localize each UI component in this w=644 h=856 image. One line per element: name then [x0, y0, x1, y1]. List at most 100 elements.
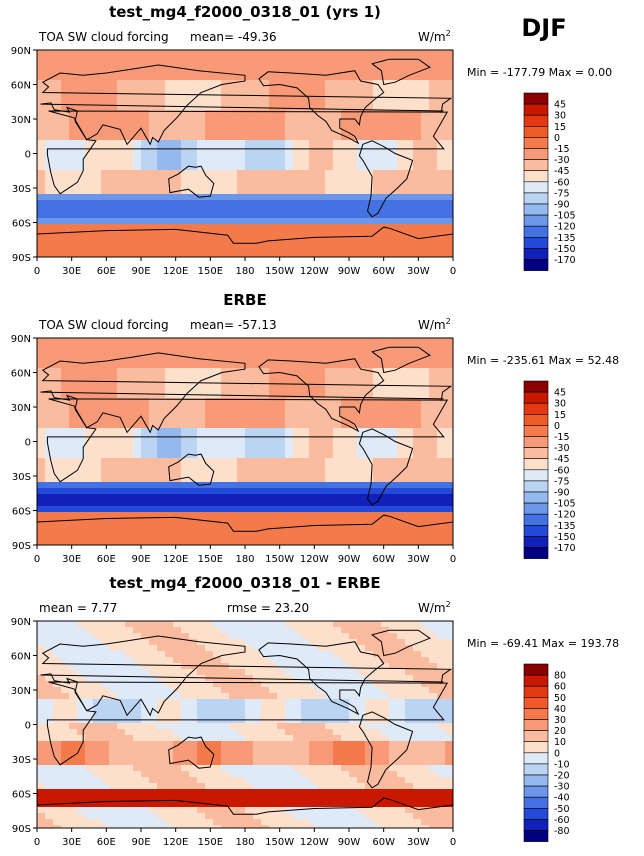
field-cell — [149, 176, 158, 183]
field-cell — [317, 140, 326, 147]
field-cell — [333, 122, 342, 129]
field-cell — [285, 687, 294, 694]
field-cell — [61, 621, 70, 628]
field-cell — [317, 338, 326, 345]
field-cell — [389, 735, 398, 742]
field-cell — [221, 344, 230, 351]
field-cell — [293, 663, 302, 670]
field-cell — [365, 74, 374, 81]
field-cell — [421, 206, 430, 213]
legend-label: -120 — [554, 222, 576, 233]
field-cell — [181, 200, 190, 207]
field-cell — [365, 494, 374, 501]
field-cell — [437, 200, 446, 207]
field-cell — [269, 536, 278, 543]
field-cell — [37, 56, 46, 63]
field-cell — [365, 633, 374, 640]
field-cell — [141, 338, 150, 345]
field-cell — [381, 428, 390, 435]
field-cell — [85, 627, 94, 634]
field-cell — [341, 735, 350, 742]
field-cell — [61, 681, 70, 688]
field-cell — [69, 350, 78, 357]
field-cell — [245, 729, 254, 736]
field-cell — [333, 729, 342, 736]
field-cell — [301, 170, 310, 177]
field-cell — [301, 374, 310, 381]
field-cell — [37, 188, 46, 195]
field-cell — [349, 657, 358, 664]
field-cell — [61, 512, 70, 519]
field-cell — [253, 476, 262, 483]
field-cell — [141, 236, 150, 243]
field-cell — [301, 699, 310, 706]
field-cell — [53, 723, 62, 730]
field-cell — [69, 170, 78, 177]
field-cell — [173, 440, 182, 447]
field-cell — [357, 458, 366, 465]
field-cell — [157, 128, 166, 135]
field-cell — [381, 86, 390, 93]
field-cell — [261, 194, 270, 201]
field-cell — [77, 687, 86, 694]
field-cell — [277, 681, 286, 688]
field-cell — [293, 458, 302, 465]
field-cell — [181, 248, 190, 255]
field-cell — [93, 428, 102, 435]
field-cell — [421, 663, 430, 670]
field-cell — [437, 68, 446, 75]
field-cell — [381, 110, 390, 117]
field-cell — [421, 344, 430, 351]
field-cell — [333, 663, 342, 670]
field-cell — [349, 506, 358, 513]
coastline — [358, 428, 414, 506]
field-cell — [333, 693, 342, 700]
field-cell — [85, 140, 94, 147]
field-cell — [341, 488, 350, 495]
field-cell — [37, 200, 46, 207]
field-cell — [221, 711, 230, 718]
field-cell — [293, 374, 302, 381]
field-cell — [293, 506, 302, 513]
field-cell — [381, 182, 390, 189]
field-cell — [381, 194, 390, 201]
field-cell — [117, 182, 126, 189]
field-cell — [293, 80, 302, 87]
field-cell — [165, 344, 174, 351]
field-cell — [157, 200, 166, 207]
field-cell — [237, 254, 246, 257]
field-cell — [61, 80, 70, 87]
field-cell — [405, 633, 414, 640]
field-cell — [389, 669, 398, 676]
field-cell — [317, 633, 326, 640]
field-cell — [405, 92, 414, 99]
field-cell — [157, 416, 166, 423]
field-cell — [165, 621, 174, 628]
field-cell — [93, 494, 102, 501]
field-cell — [277, 356, 286, 363]
field-cell — [149, 470, 158, 477]
field-cell — [101, 182, 110, 189]
field-cell — [373, 218, 382, 225]
field-cell — [229, 681, 238, 688]
legend-swatch — [523, 524, 549, 537]
field-cell — [381, 152, 390, 159]
field-cell — [197, 753, 206, 760]
field-cell — [349, 530, 358, 537]
field-cell — [93, 663, 102, 670]
field-cell — [445, 158, 453, 165]
field-cell — [69, 212, 78, 219]
field-cell — [269, 368, 278, 375]
field-cell — [389, 645, 398, 652]
field-cell — [285, 693, 294, 700]
field-cell — [421, 230, 430, 237]
field-cell — [357, 80, 366, 87]
field-cell — [373, 128, 382, 135]
field-cell — [253, 128, 262, 135]
field-cell — [317, 627, 326, 634]
field-cell — [269, 524, 278, 531]
field-cell — [429, 236, 438, 243]
field-cell — [277, 446, 286, 453]
field-cell — [397, 236, 406, 243]
field-cell — [221, 404, 230, 411]
